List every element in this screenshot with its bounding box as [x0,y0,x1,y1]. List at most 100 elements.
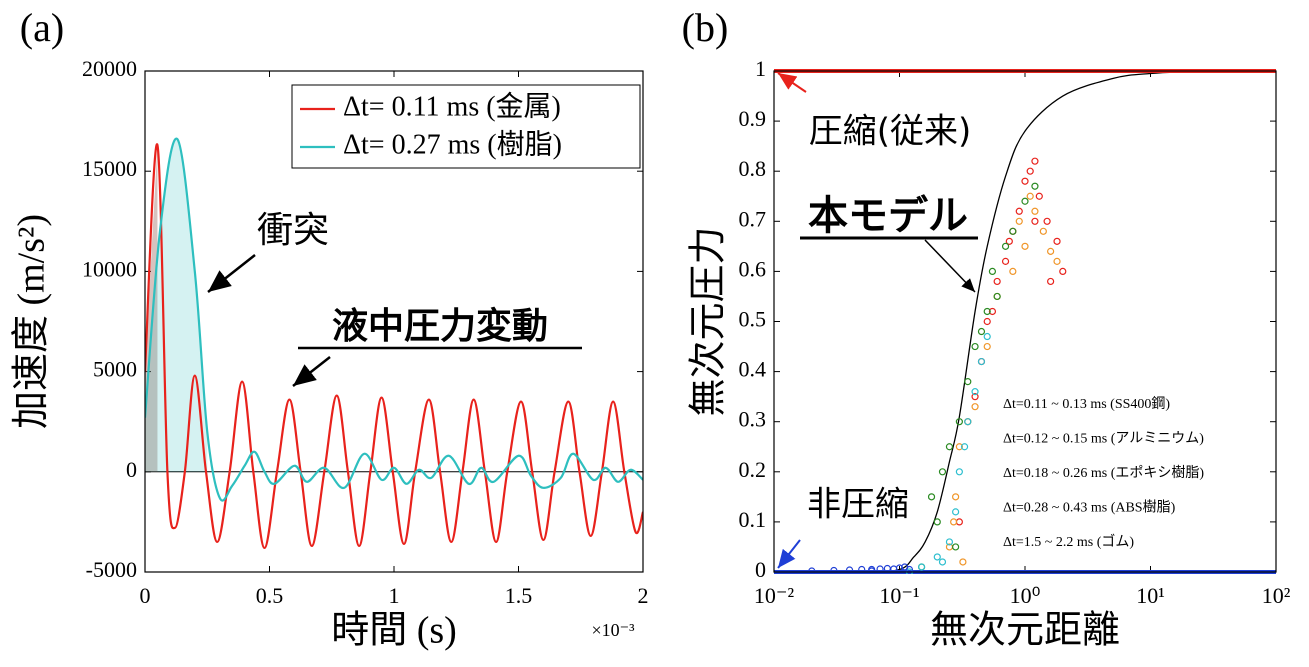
point [1021,242,1029,250]
point [917,563,926,571]
point [1001,242,1010,250]
legend-box [291,84,641,169]
point [964,418,972,426]
point [977,327,986,336]
x-tick-label: 10⁻² [754,583,795,608]
point [993,292,1001,301]
y-tick-label: 0 [755,557,766,582]
y-tick-label: 0.6 [739,256,767,281]
annotation: 液中圧力変動 [332,305,548,347]
point [1026,167,1034,175]
panel: (b) 無次元距離 無次元圧力 10⁻² 10⁻¹ 10⁰ 10¹ 10² 0 0.1 0.2 0.3… [682,5,1291,652]
point [955,418,963,426]
y-tick-label: 0 [126,457,137,482]
y-tick-label: 5000 [93,357,137,382]
panel: (a)時間 (s)加速度 (m/s²)×10⁻³0 0.5 1 1.5 2-500005… [11,5,649,652]
point [988,267,997,275]
x-tick-label: 10¹ [1136,583,1165,608]
arrow [292,356,331,387]
x-axis-title: 時間 (s) [331,610,457,652]
series-label: 非圧縮 [807,485,909,525]
point [971,393,979,401]
point [952,543,960,551]
point [938,558,947,566]
point [993,277,1001,286]
x-tick-label: 0 [140,583,151,608]
y-tick-label: -5000 [86,557,137,582]
y-axis-title: 加速度 (m/s²) [11,214,53,429]
point [933,553,941,561]
y-tick-label: 0.5 [739,307,767,332]
x-axis-title: 無次元距離 [930,610,1120,652]
series-label: 圧縮(従来) [809,112,972,152]
arrow [777,72,807,93]
point [1021,197,1029,205]
legend-label: Δt=0.18 ~ 0.26 ms (エポキシ樹脂) [1003,465,1204,481]
series-line [145,143,643,550]
legend-label: Δt=0.12 ~ 0.15 ms (アルミニウム) [1003,431,1204,447]
y-tick-label: 0.3 [739,407,767,432]
x-tick-label: 10⁻¹ [879,583,919,608]
point [959,558,967,566]
x-tick-label: 10² [1262,583,1291,608]
point [1053,257,1061,265]
point [1009,267,1017,275]
y-tick-label: 0.9 [739,106,767,131]
y-tick-label: 0.8 [739,156,767,181]
y-tick-label: 0.2 [739,457,767,482]
point [1039,227,1047,235]
annotation: 衝突 [257,210,329,251]
point [983,342,991,351]
point [938,468,947,476]
axes-frame [773,70,1277,573]
point [983,317,991,326]
point [964,378,972,386]
point [868,567,876,574]
x-tick-label: 0.5 [256,583,284,608]
point [955,443,963,451]
point [971,342,979,351]
series-line [774,70,1276,573]
point [1015,207,1023,215]
y-tick-label: 0.1 [739,507,767,532]
point [1026,192,1034,200]
point [977,357,986,366]
arrow [207,254,256,293]
point [960,443,969,451]
point [1053,237,1061,245]
point [1031,182,1039,190]
x-tick-label: 1 [389,583,400,608]
arrow [777,539,801,569]
point [1031,207,1039,215]
point [845,566,854,574]
y-tick-label: 0.4 [739,357,767,382]
point [1009,227,1017,235]
legend-label: Δt= 0.27 ms (樹脂) [343,128,562,160]
point [933,518,941,526]
point [1015,217,1023,225]
point [1031,157,1039,165]
series-line [145,137,643,502]
point [1047,277,1055,286]
point [1059,267,1067,275]
plot-area [145,137,643,550]
point [1047,247,1055,255]
legend-label: Δt= 0.11 ms (金属) [343,90,561,122]
point [1001,257,1010,265]
x-tick-label: 10⁰ [1010,583,1041,608]
point [952,493,960,501]
y-axis-title: 無次元圧力 [688,226,730,416]
axes-frame [144,70,644,573]
point [988,307,997,316]
point [945,538,954,546]
legend: Δt= 0.11 ms (金属) Δt= 0.27 ms (樹脂) [291,84,641,169]
x-scale-label: ×10⁻³ [591,620,635,640]
point [955,468,963,476]
legend-label: Δt=0.11 ~ 0.13 ms (SS400鋼) [1003,396,1170,412]
point [945,443,954,451]
legend-label: Δt=1.5 ~ 2.2 ms (ゴム) [1003,533,1134,550]
y-tick-label: 15000 [82,156,137,181]
series-label: 本モデル [808,193,968,239]
point [830,566,838,574]
point [1043,217,1051,225]
